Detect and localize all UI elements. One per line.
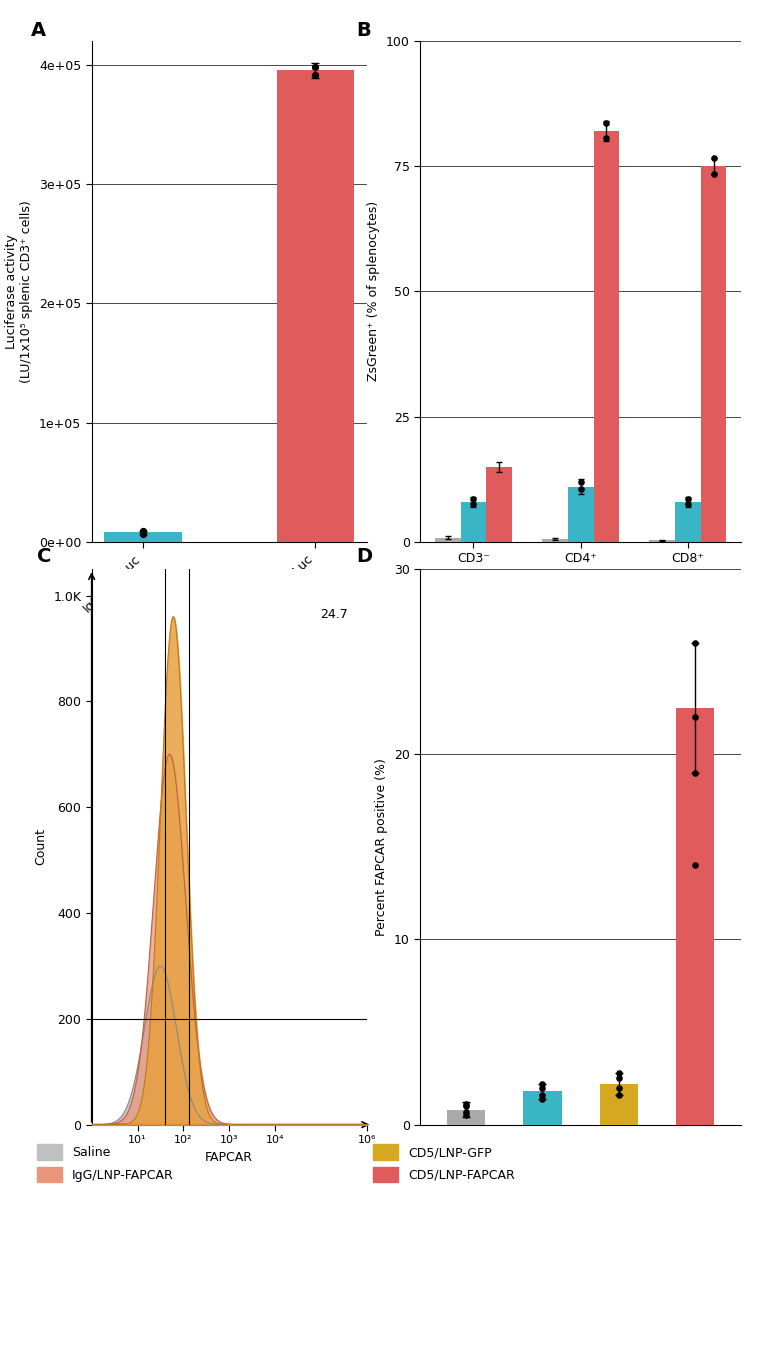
Point <box>536 1088 549 1110</box>
Point <box>601 127 613 149</box>
Point <box>613 1062 625 1084</box>
Point <box>689 855 701 877</box>
Text: B: B <box>356 20 371 39</box>
Bar <box>649 541 675 542</box>
Bar <box>523 1091 562 1125</box>
Point <box>137 520 149 542</box>
Bar <box>461 501 486 542</box>
X-axis label: FAPCAR: FAPCAR <box>206 1150 253 1164</box>
Point <box>681 489 694 511</box>
Text: C: C <box>37 547 51 566</box>
Bar <box>104 533 182 542</box>
Point <box>613 1084 625 1106</box>
Point <box>460 1100 472 1122</box>
Point <box>601 112 613 134</box>
Point <box>137 523 149 545</box>
Point <box>536 1084 549 1106</box>
Point <box>689 706 701 728</box>
Text: A: A <box>31 20 47 39</box>
Point <box>707 163 720 184</box>
Bar <box>568 486 594 542</box>
Point <box>613 1068 625 1089</box>
Text: D: D <box>356 547 372 566</box>
Point <box>575 478 587 500</box>
Legend: CD5/LNP-GFP, CD5/LNP-FAPCAR: CD5/LNP-GFP, CD5/LNP-FAPCAR <box>373 1145 515 1183</box>
Point <box>681 493 694 515</box>
Point <box>460 1104 472 1126</box>
Point <box>309 56 322 77</box>
Bar <box>486 466 512 542</box>
Text: 24.7: 24.7 <box>319 608 348 621</box>
Y-axis label: Count: Count <box>34 828 47 866</box>
Bar <box>600 1084 638 1125</box>
Point <box>536 1077 549 1099</box>
Bar <box>542 539 568 542</box>
Legend: Saline, IgG/LNP-FAPCAR: Saline, IgG/LNP-FAPCAR <box>37 1145 173 1183</box>
Point <box>689 633 701 654</box>
Point <box>689 762 701 783</box>
Y-axis label: Percent FAPCAR positive (%): Percent FAPCAR positive (%) <box>375 757 388 936</box>
Point <box>468 489 480 511</box>
Point <box>613 1077 625 1099</box>
Bar <box>594 131 620 542</box>
Y-axis label: Luciferase activity
(LU/1x10⁵ splenic CD3⁺ cells): Luciferase activity (LU/1x10⁵ splenic CD… <box>5 201 34 382</box>
Point <box>460 1093 472 1115</box>
Point <box>707 148 720 169</box>
Point <box>575 472 587 493</box>
Bar <box>676 707 714 1125</box>
Point <box>536 1073 549 1095</box>
Point <box>460 1095 472 1117</box>
Point <box>468 493 480 515</box>
Bar <box>447 1110 485 1125</box>
Bar <box>435 538 461 542</box>
Bar <box>277 70 354 542</box>
Point <box>309 65 322 87</box>
Y-axis label: ZsGreen⁺ (% of splenocytes): ZsGreen⁺ (% of splenocytes) <box>367 202 380 381</box>
Bar <box>675 501 701 542</box>
Legend: Saline, IgG/LNP-Cre, CD5/LNP-Cre: Saline, IgG/LNP-Cre, CD5/LNP-Cre <box>426 573 539 634</box>
Bar <box>701 165 727 542</box>
